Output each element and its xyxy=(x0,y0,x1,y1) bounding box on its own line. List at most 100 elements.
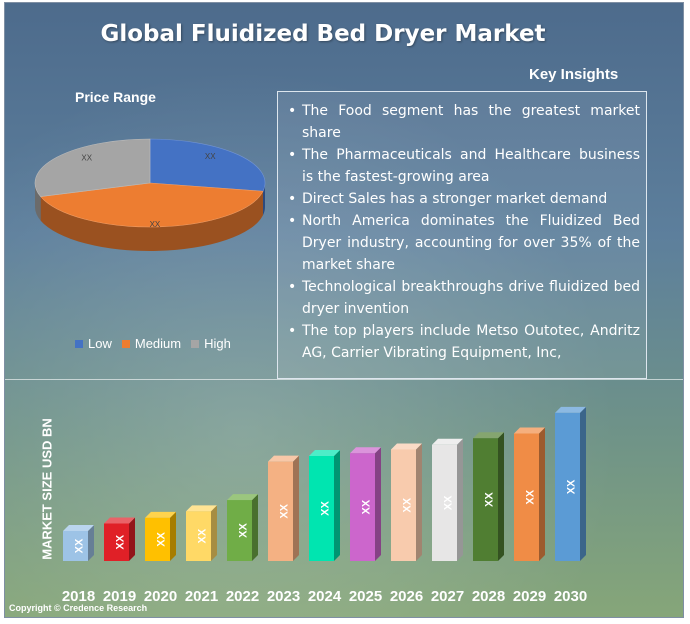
bar-top xyxy=(473,432,504,439)
bar-data-label: XX xyxy=(114,534,126,549)
key-insights-box: The Food segment has the greatest market… xyxy=(277,91,647,379)
x-tick-label: 2030 xyxy=(554,588,587,605)
bar-2021: XX xyxy=(186,505,217,561)
x-tick-label: 2029 xyxy=(513,588,546,605)
pie-slice-low xyxy=(149,138,266,192)
pie-chart-title: Price Range xyxy=(75,89,156,105)
bar-2020: XX xyxy=(145,511,176,561)
bar-data-label: XX xyxy=(196,528,208,543)
bar-front xyxy=(227,500,252,561)
pie-data-label: XX xyxy=(205,152,216,161)
bar-side xyxy=(539,427,545,561)
page-title: Global Fluidized Bed Dryer Market xyxy=(100,21,546,47)
bar-side xyxy=(334,450,340,561)
bar-2030: XX xyxy=(555,406,586,561)
legend-item-medium: Medium xyxy=(121,336,182,351)
legend-item-high: High xyxy=(191,336,231,351)
legend-swatch xyxy=(75,339,83,348)
x-tick-label: 2021 xyxy=(185,588,218,605)
bar-top xyxy=(350,447,381,454)
pie-legend: Low Medium High xyxy=(75,336,231,351)
insight-item: The top players include Metso Outotec, A… xyxy=(288,320,640,364)
pie-data-label: XX xyxy=(150,220,161,229)
pie-slice-side xyxy=(40,191,263,251)
bar-side xyxy=(457,438,463,561)
bar-front xyxy=(473,438,498,561)
bar-front xyxy=(145,517,170,561)
bar-top xyxy=(186,505,217,512)
legend-swatch xyxy=(191,339,200,348)
insight-item: Direct Sales has a stronger market deman… xyxy=(288,188,640,210)
bar-data-label: XX xyxy=(483,492,495,507)
bar-front xyxy=(514,433,539,561)
bar-front xyxy=(350,453,375,561)
legend-label: Medium xyxy=(134,336,182,351)
bar-front xyxy=(309,456,334,561)
bar-top xyxy=(555,406,586,413)
x-tick-label: 2019 xyxy=(103,588,136,605)
bar-top xyxy=(432,438,463,445)
legend-label: Low xyxy=(88,336,112,351)
bar-front xyxy=(432,444,457,561)
x-tick-label: 2024 xyxy=(308,588,342,605)
bar-data-label: XX xyxy=(237,523,249,538)
infographic-frame: Global Fluidized Bed Dryer Market Price … xyxy=(4,2,684,618)
bar-top xyxy=(63,525,94,531)
bar-front xyxy=(104,523,129,561)
bar-side xyxy=(211,505,217,561)
bar-side xyxy=(170,511,176,561)
key-insights-title: Key Insights xyxy=(529,66,619,83)
bar-2026: XX xyxy=(391,443,422,561)
insight-item: The Pharmaceuticals and Healthcare busin… xyxy=(288,144,640,188)
bar-2018: XX xyxy=(63,525,94,561)
x-tick-label: 2022 xyxy=(226,588,259,605)
bar-2029: XX xyxy=(514,427,545,561)
market-size-bar-chart: XX 2018 XX 2019 XX 2020 XX 2021 XX 2022 XX 2023 XX 20… xyxy=(62,406,587,605)
bar-data-label: XX xyxy=(524,489,536,504)
bar-side xyxy=(252,494,258,561)
insight-item: Technological breakthroughs drive fluidi… xyxy=(288,276,640,320)
copyright-text: Copyright © Credence Research xyxy=(9,603,148,613)
x-tick-label: 2026 xyxy=(390,588,423,605)
bar-top xyxy=(514,427,545,434)
bar-side xyxy=(129,517,135,561)
bar-top xyxy=(227,494,258,501)
bar-front xyxy=(63,531,88,561)
bar-2024: XX xyxy=(309,450,340,561)
bar-top xyxy=(145,511,176,518)
bar-top xyxy=(309,450,340,456)
pie-slice-side xyxy=(35,183,41,221)
bar-data-label: XX xyxy=(565,479,577,494)
bar-top xyxy=(104,517,135,524)
bar-data-label: XX xyxy=(278,503,290,518)
bar-2027: XX xyxy=(432,438,463,561)
legend-swatch xyxy=(121,339,130,348)
bar-data-label: XX xyxy=(73,538,85,553)
legend-item-low: Low xyxy=(75,336,112,351)
pie-data-label: XX xyxy=(81,153,92,162)
bar-2025: XX xyxy=(350,447,381,561)
bar-side xyxy=(293,455,299,561)
key-insights-list: The Food segment has the greatest market… xyxy=(278,92,646,364)
bar-data-label: XX xyxy=(155,531,167,546)
bar-side xyxy=(498,432,504,561)
pie-slice-high xyxy=(34,138,151,197)
pie-slice-side xyxy=(262,183,265,216)
bar-data-label: XX xyxy=(442,495,454,510)
bar-data-label: XX xyxy=(319,501,331,516)
bar-side xyxy=(375,447,381,561)
bar-front xyxy=(555,412,580,561)
bar-front xyxy=(186,511,211,561)
x-tick-label: 2023 xyxy=(267,588,300,605)
legend-label: High xyxy=(204,336,231,351)
bar-front xyxy=(391,449,416,561)
bar-side xyxy=(416,443,422,561)
insight-item: The Food segment has the greatest market… xyxy=(288,100,640,144)
bar-2023: XX xyxy=(268,455,299,561)
bar-top xyxy=(268,455,299,462)
section-divider xyxy=(5,379,683,380)
x-tick-label: 2025 xyxy=(349,588,382,605)
bar-2022: XX xyxy=(227,494,258,561)
x-tick-label: 2020 xyxy=(144,588,177,605)
price-range-pie-chart: XX XX XX xyxy=(34,138,266,251)
